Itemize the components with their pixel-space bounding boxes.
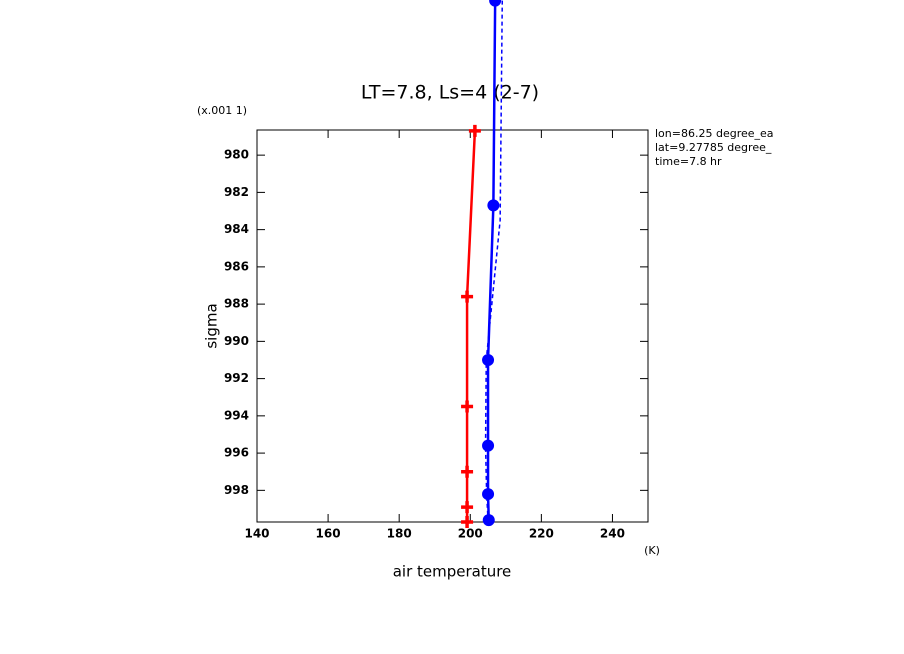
y-tick-label: 996 — [224, 446, 249, 460]
y-tick-label: 986 — [224, 259, 249, 273]
point — [461, 400, 474, 413]
point — [461, 290, 474, 303]
series-line — [484, 0, 504, 521]
x-unit: (K) — [644, 544, 660, 557]
point — [487, 199, 500, 212]
x-tick-label: 180 — [387, 527, 412, 541]
x-tick-label: 160 — [316, 527, 341, 541]
y-tick-label: 990 — [224, 334, 249, 348]
info-text: time=7.8 hr — [655, 155, 722, 168]
y-tick-label: 998 — [224, 483, 249, 497]
point — [489, 0, 502, 7]
y-tick-label: 982 — [224, 185, 249, 199]
point — [468, 124, 481, 137]
x-axis-label: air temperature — [393, 563, 512, 581]
x-tick-label: 140 — [244, 527, 269, 541]
chart-title: LT=7.8, Ls=4 (2-7) — [361, 82, 539, 104]
y-scale-label: (x.001 1) — [197, 104, 247, 117]
y-tick-label: 994 — [224, 408, 249, 422]
point — [461, 465, 474, 478]
x-tick-label: 240 — [600, 527, 625, 541]
point — [482, 439, 495, 452]
point — [482, 514, 495, 527]
point — [461, 516, 474, 528]
point — [482, 488, 495, 501]
info-text: lat=9.27785 degree_ — [655, 141, 772, 154]
info-block: lon=86.25 degree_ea lat=9.27785 degree_ … — [655, 127, 774, 168]
x-tick-label: 200 — [458, 527, 483, 541]
y-tick-label: 988 — [224, 297, 249, 311]
y-axis-label: sigma — [203, 303, 221, 348]
point — [461, 501, 474, 514]
info-text: lon=86.25 degree_ea — [655, 127, 774, 140]
plot-frame — [256, 129, 649, 523]
y-tick-label: 992 — [224, 371, 249, 385]
y-tick-label: 980 — [224, 148, 249, 162]
y-tick-label: 984 — [224, 222, 249, 236]
point — [482, 353, 495, 366]
x-tick-label: 220 — [529, 527, 554, 541]
series-line — [465, 130, 477, 522]
